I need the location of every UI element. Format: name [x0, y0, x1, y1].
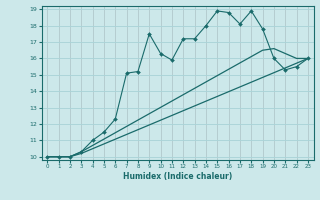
X-axis label: Humidex (Indice chaleur): Humidex (Indice chaleur)	[123, 172, 232, 181]
